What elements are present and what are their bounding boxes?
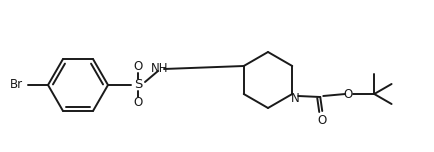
Text: N: N [291,93,299,105]
Text: O: O [344,88,353,100]
Text: O: O [318,114,327,128]
Text: O: O [133,60,143,74]
Text: S: S [134,78,142,92]
Text: O: O [133,97,143,109]
Text: Br: Br [10,78,23,92]
Text: NH: NH [151,62,169,76]
